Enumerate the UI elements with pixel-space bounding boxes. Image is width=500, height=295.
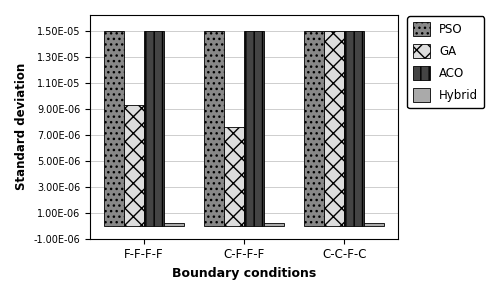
Bar: [204, 31, 224, 226]
Bar: [264, 222, 284, 226]
Bar: [244, 31, 264, 226]
Y-axis label: Standard deviation: Standard deviation: [15, 63, 28, 191]
Bar: [104, 31, 124, 226]
Bar: [124, 105, 144, 226]
Bar: [364, 222, 384, 226]
Bar: [344, 31, 364, 226]
Bar: [224, 127, 244, 226]
Bar: [144, 31, 164, 226]
X-axis label: Boundary conditions: Boundary conditions: [172, 267, 316, 280]
Legend: PSO, GA, ACO, Hybrid: PSO, GA, ACO, Hybrid: [408, 17, 484, 108]
Bar: [324, 31, 344, 226]
Bar: [164, 222, 184, 226]
Bar: [304, 31, 324, 226]
